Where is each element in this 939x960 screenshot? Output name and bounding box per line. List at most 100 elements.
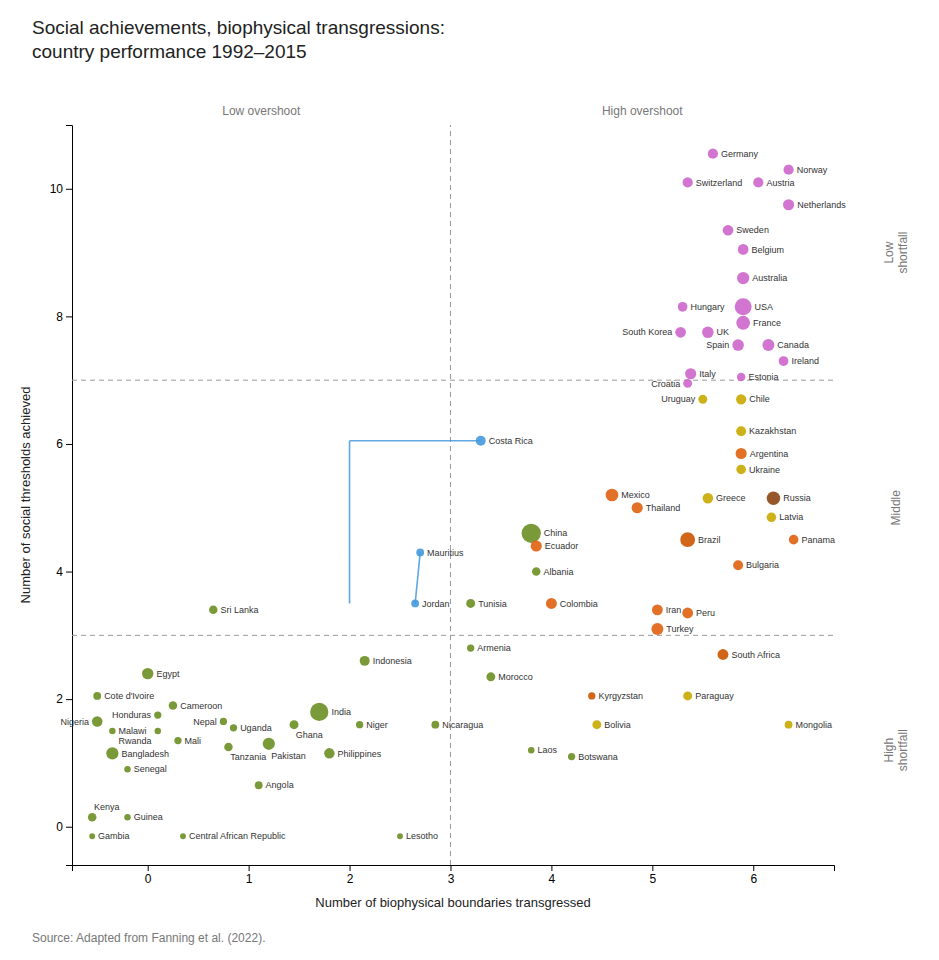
point	[737, 272, 749, 284]
point	[528, 747, 534, 753]
point-label: Botswana	[578, 752, 618, 762]
point	[290, 720, 299, 729]
point	[431, 721, 439, 729]
point	[736, 394, 746, 404]
point	[356, 721, 363, 728]
point	[124, 766, 130, 772]
point	[632, 502, 643, 513]
y-axis: 0246810	[50, 126, 73, 866]
x-tick: 5	[649, 865, 656, 886]
point-label: Central African Republic	[189, 831, 286, 841]
point	[737, 373, 746, 382]
title: Social achievements, biophysical transgr…	[32, 17, 445, 62]
x-tick-mark	[350, 865, 351, 871]
point-label: Ireland	[791, 356, 819, 366]
x-tick-mark	[652, 865, 653, 871]
point-label: Armenia	[477, 643, 511, 653]
point-label: Netherlands	[797, 200, 846, 210]
point	[753, 177, 763, 187]
point-label: Tunisia	[478, 599, 507, 609]
zone-label-y: Middle	[889, 490, 903, 526]
zone-label-y: Lowshortfall	[882, 232, 910, 274]
point	[224, 743, 233, 752]
x-tick-mark	[249, 865, 250, 871]
point-label: Bolivia	[604, 720, 631, 730]
point	[255, 781, 263, 789]
point-label: Egypt	[156, 669, 180, 679]
y-tick-mark	[66, 444, 72, 445]
point	[685, 368, 696, 379]
point	[92, 716, 103, 727]
point-label: Bulgaria	[746, 560, 779, 570]
source: Source: Adapted from Fanning et al. (202…	[32, 931, 265, 945]
point	[698, 395, 707, 404]
zone-label-y: Highshortfall	[882, 729, 910, 771]
point	[683, 691, 692, 700]
point-label: Honduras	[112, 710, 152, 720]
y-tick-mark	[66, 699, 72, 700]
y-axis-title: Number of social thresholds achieved	[18, 387, 33, 604]
point	[154, 711, 161, 718]
y-tick-label: 4	[56, 565, 63, 579]
point-label: Cameroon	[180, 701, 222, 711]
point-label: Albania	[544, 567, 574, 577]
x-axis-title: Number of biophysical boundaries transgr…	[315, 895, 590, 910]
point	[718, 649, 729, 660]
point	[652, 604, 663, 615]
point-label: Ukraine	[749, 465, 780, 475]
point-label: Ecuador	[545, 541, 579, 551]
y-tick-label: 2	[56, 692, 63, 706]
point	[683, 177, 693, 187]
point	[767, 513, 777, 523]
zone-label-line: High	[882, 738, 896, 763]
point	[682, 608, 693, 619]
point-label: South Korea	[622, 327, 672, 337]
reference-line-y	[72, 380, 834, 381]
point	[209, 606, 218, 615]
point-label: Italy	[699, 369, 716, 379]
point	[88, 813, 97, 822]
point	[736, 448, 747, 459]
point-label: Rwanda	[119, 736, 152, 746]
point-label: Nigeria	[60, 717, 89, 727]
point-label: Kyrgyzstan	[598, 691, 643, 701]
point-label: China	[544, 528, 568, 538]
point-label: Estonia	[748, 372, 778, 382]
point	[703, 493, 714, 504]
point-label: India	[331, 707, 351, 717]
point-label: Hungary	[690, 302, 725, 312]
point	[180, 833, 186, 839]
point-label: Sri Lanka	[221, 605, 259, 615]
x-tick: 0	[145, 865, 152, 886]
point-label: Indonesia	[373, 656, 412, 666]
x-tick-label: 5	[649, 872, 656, 886]
point	[592, 720, 601, 729]
point-label: Ghana	[296, 730, 323, 740]
y-tick-label: 0	[56, 820, 63, 834]
point	[546, 598, 557, 609]
point-label: Mauritius	[427, 548, 464, 558]
title-line: Social achievements, biophysical transgr…	[32, 17, 445, 38]
y-tick-mark	[66, 189, 72, 190]
point-label: Kenya	[94, 802, 120, 812]
point	[220, 718, 227, 725]
point-label: Germany	[721, 149, 759, 159]
x-tick-mark	[148, 865, 149, 871]
y-tick-mark	[66, 316, 72, 317]
point-label: Greece	[716, 493, 746, 503]
point	[230, 724, 237, 731]
point-label: Brazil	[698, 535, 721, 545]
point	[708, 149, 718, 159]
point-label: Chile	[749, 394, 770, 404]
point	[723, 225, 734, 236]
point-label: UK	[717, 327, 730, 337]
x-tick: 3	[448, 865, 455, 886]
zone-label-line: shortfall	[896, 729, 910, 771]
point	[476, 436, 486, 446]
point-label: Paraguay	[695, 691, 734, 701]
x-tick-mark	[753, 865, 754, 871]
point-label: Gambia	[98, 831, 130, 841]
x-axis: 0123456	[73, 865, 835, 886]
point	[606, 489, 619, 502]
point-label: Switzerland	[696, 178, 743, 188]
